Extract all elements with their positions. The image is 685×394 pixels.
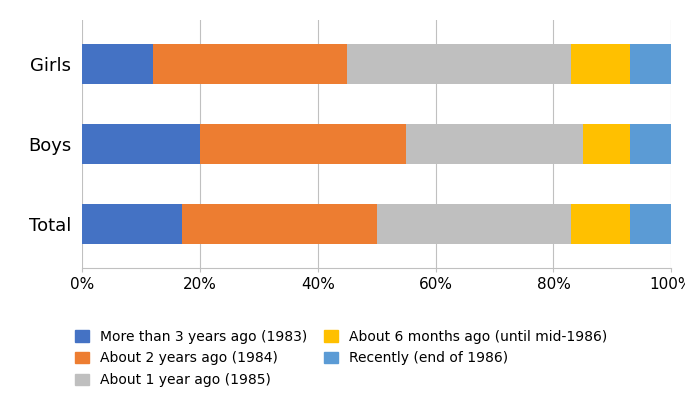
Bar: [583, 124, 630, 164]
Bar: [182, 204, 377, 244]
Bar: [347, 44, 571, 84]
Bar: [82, 124, 200, 164]
Bar: [406, 124, 583, 164]
Bar: [82, 44, 153, 84]
Bar: [571, 44, 630, 84]
Bar: [571, 204, 630, 244]
Bar: [630, 44, 671, 84]
Bar: [630, 124, 671, 164]
Bar: [200, 124, 406, 164]
Bar: [153, 44, 347, 84]
Bar: [630, 204, 671, 244]
Bar: [377, 204, 571, 244]
Legend: More than 3 years ago (1983), About 2 years ago (1984), About 1 year ago (1985),: More than 3 years ago (1983), About 2 ye…: [75, 330, 608, 387]
Bar: [82, 204, 182, 244]
